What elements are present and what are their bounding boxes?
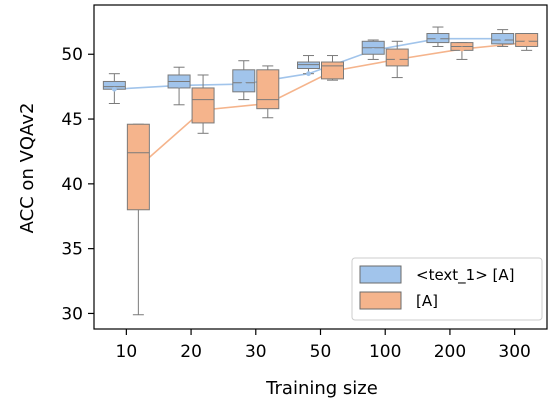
box-0-100 (361, 39, 385, 60)
box-1-10 (126, 123, 150, 316)
legend-swatch-text-1-a (359, 265, 402, 284)
x-tick-label-30: 30 (245, 342, 267, 362)
y-tick-label-35: 35 (61, 240, 83, 260)
box-1-30 (256, 65, 280, 119)
mean-point-0-20 (176, 82, 182, 88)
mean-point-0-30 (241, 81, 247, 87)
y-tick-label-45: 45 (61, 110, 83, 130)
legend-label-text-1-a: <text_1> [A] (416, 266, 515, 285)
mean-point-1-30 (265, 101, 271, 106)
y-tick-label-30: 30 (61, 304, 83, 324)
x-tick-label-50: 50 (310, 342, 332, 362)
mean-point-0-300 (500, 36, 506, 42)
x-axis-label: Training size (265, 378, 378, 399)
box-1-20 (191, 74, 215, 134)
mean-point-1-200 (459, 46, 465, 52)
mean-point-1-10 (135, 164, 141, 170)
x-tick-label-300: 300 (498, 342, 530, 362)
mean-point-0-10 (111, 86, 117, 92)
mean-point-1-50 (330, 68, 335, 74)
x-tick-label-20: 20 (180, 342, 202, 362)
box-body (232, 69, 256, 93)
mean-point-0-200 (435, 36, 441, 42)
x-tick-label-100: 100 (369, 342, 401, 362)
axes: 30 35 40 45 50 10 20 30 50 100 200 300 (61, 4, 548, 362)
box-0-50 (297, 55, 320, 75)
mean-point-1-300 (524, 40, 530, 45)
mean-point-0-50 (306, 71, 311, 77)
y-tick-label-50: 50 (61, 45, 83, 65)
x-tick-label-200: 200 (434, 342, 466, 362)
legend-label-a: [A] (416, 292, 438, 310)
box-body (191, 87, 215, 124)
box-body (256, 69, 280, 110)
plot-area (102, 26, 539, 316)
x-tick-label-10: 10 (116, 342, 138, 362)
legend-swatch-a (359, 291, 402, 310)
mean-point-0-100 (370, 47, 376, 53)
box-body (297, 61, 320, 70)
box-0-30 (232, 60, 256, 101)
y-tick-label-40: 40 (61, 175, 83, 195)
box-0-20 (167, 66, 191, 106)
box-1-50 (321, 55, 344, 81)
mean-point-1-20 (200, 107, 206, 113)
legend: <text_1> [A] [A] (351, 257, 543, 321)
box-body (515, 33, 539, 47)
box-1-300 (515, 33, 539, 51)
y-axis-label: ACC on VQAv2 (17, 103, 38, 234)
mean-point-1-100 (394, 57, 400, 62)
